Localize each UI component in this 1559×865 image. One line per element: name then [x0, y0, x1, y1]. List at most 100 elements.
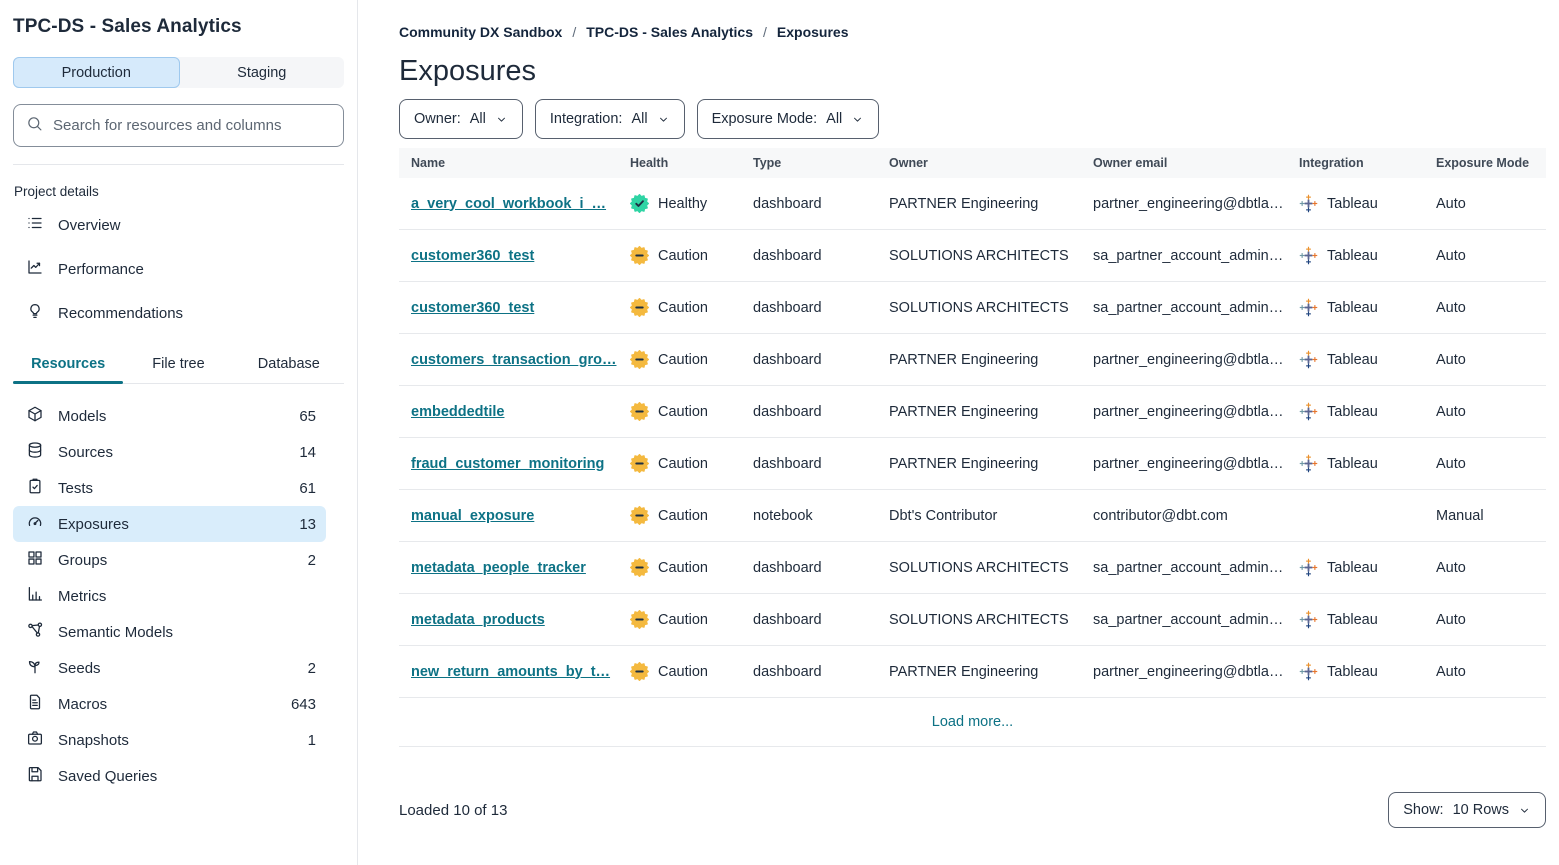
- sidebar-tab[interactable]: Database: [234, 347, 344, 383]
- cell-owner-email: partner_engineering@dbtla…: [1093, 351, 1284, 368]
- cell-exposure-mode: Auto: [1436, 559, 1466, 576]
- resource-list-item[interactable]: Sources 14: [13, 434, 326, 470]
- filter-dropdown-button[interactable]: Exposure Mode: All: [696, 99, 880, 139]
- resource-list-item[interactable]: Exposures 13: [13, 506, 326, 542]
- integration-label: Tableau: [1327, 351, 1378, 368]
- resource-list-item[interactable]: Models 65: [13, 398, 326, 434]
- menu-item[interactable]: Performance: [13, 247, 344, 291]
- filter-dropdown-button[interactable]: Owner: All: [399, 99, 523, 139]
- integration-label: Tableau: [1327, 455, 1378, 472]
- cell-integration: Tableau: [1287, 402, 1424, 421]
- search-input[interactable]: [53, 117, 331, 134]
- exposure-name-link[interactable]: customer360_test: [411, 247, 535, 264]
- resource-count: 14: [299, 443, 316, 461]
- column-header: Health: [630, 156, 669, 170]
- project-details-menu: Overview Performance Recommendations: [13, 203, 344, 335]
- exposure-name-link[interactable]: manual_exposure: [411, 507, 535, 524]
- integration-label: Tableau: [1327, 611, 1378, 628]
- load-more-row: Load more...: [399, 698, 1546, 747]
- exposure-name-link[interactable]: a_very_cool_workbook_i_…: [411, 195, 607, 212]
- exposure-name-link[interactable]: customers_transaction_gro…: [411, 351, 617, 368]
- search-box[interactable]: [13, 104, 344, 147]
- table-row: customer360_test Caution dashboard SOLUT…: [399, 282, 1546, 334]
- health-badge-icon: [630, 558, 649, 577]
- environment-production-button[interactable]: Production: [13, 57, 180, 88]
- breadcrumb-item[interactable]: Community DX Sandbox: [399, 24, 563, 40]
- menu-item[interactable]: Overview: [13, 203, 344, 247]
- resource-icon: [26, 693, 44, 715]
- breadcrumb-item-wrap: TPC-DS - Sales Analytics /: [586, 24, 767, 40]
- cell-integration: Tableau: [1287, 350, 1424, 369]
- exposure-name-link[interactable]: metadata_people_tracker: [411, 559, 586, 576]
- health-label: Caution: [658, 455, 708, 472]
- resource-label: Tests: [58, 479, 94, 497]
- environment-staging-button[interactable]: Staging: [237, 64, 287, 81]
- integration-label: Tableau: [1327, 247, 1378, 264]
- exposure-name-link[interactable]: embeddedtile: [411, 403, 505, 420]
- resource-list-item[interactable]: Tests 61: [13, 470, 326, 506]
- cell-integration: Tableau: [1287, 454, 1424, 473]
- health-label: Caution: [658, 559, 708, 576]
- environment-toggle: Production Staging: [13, 57, 344, 88]
- cell-owner: SOLUTIONS ARCHITECTS: [889, 559, 1069, 576]
- cell-exposure-mode: Auto: [1436, 611, 1466, 628]
- project-title: TPC-DS - Sales Analytics: [13, 16, 242, 37]
- integration-label: Tableau: [1327, 299, 1378, 316]
- health-label: Caution: [658, 299, 708, 316]
- menu-item[interactable]: Recommendations: [13, 291, 344, 335]
- tableau-icon: [1299, 454, 1318, 473]
- sidebar-tab[interactable]: Resources: [13, 347, 124, 384]
- cell-owner: SOLUTIONS ARCHITECTS: [889, 299, 1069, 316]
- sidebar-tab[interactable]: File tree: [123, 347, 233, 383]
- resource-list-item[interactable]: Snapshots 1: [13, 722, 326, 758]
- menu-item-label: Overview: [58, 216, 121, 234]
- cell-type: dashboard: [753, 299, 822, 316]
- cell-owner-email: partner_engineering@dbtla…: [1093, 403, 1284, 420]
- exposure-name-link[interactable]: metadata_products: [411, 611, 545, 628]
- tableau-icon: [1299, 558, 1318, 577]
- cell-owner: PARTNER Engineering: [889, 351, 1039, 368]
- filter-value: All: [469, 111, 486, 127]
- exposure-name-link[interactable]: customer360_test: [411, 299, 535, 316]
- project-details-label: Project details: [14, 184, 99, 199]
- cell-type: dashboard: [753, 611, 822, 628]
- filter-dropdown-button[interactable]: Integration: All: [534, 99, 685, 139]
- health-label: Caution: [658, 403, 708, 420]
- cell-type: notebook: [753, 507, 813, 524]
- cell-health: Caution: [618, 298, 741, 317]
- resource-icon: [26, 765, 44, 787]
- breadcrumb-item[interactable]: TPC-DS - Sales Analytics: [586, 24, 754, 40]
- resource-list-item[interactable]: Saved Queries: [13, 758, 326, 794]
- resource-label: Sources: [58, 443, 114, 461]
- cell-name: customer360_test: [399, 248, 618, 264]
- breadcrumb-item-wrap: Community DX Sandbox /: [399, 24, 576, 40]
- column-header: Name: [411, 156, 446, 170]
- show-rows-dropdown[interactable]: Show: 10 Rows: [1388, 792, 1546, 828]
- cell-exposure-mode: Auto: [1436, 455, 1466, 472]
- cell-exposure-mode: Auto: [1436, 403, 1466, 420]
- health-badge-icon: [630, 610, 649, 629]
- menu-item-label: Recommendations: [58, 304, 184, 322]
- resource-list-item[interactable]: Seeds 2: [13, 650, 326, 686]
- cell-owner-email: partner_engineering@dbtla…: [1093, 663, 1284, 680]
- resource-list-item[interactable]: Macros 643: [13, 686, 326, 722]
- resource-list-item[interactable]: Semantic Models: [13, 614, 326, 650]
- tableau-icon: [1299, 350, 1318, 369]
- health-label: Healthy: [658, 195, 708, 212]
- load-more-link[interactable]: Load more...: [931, 714, 1014, 730]
- breadcrumb-item[interactable]: Exposures: [776, 24, 849, 40]
- table-footer: Loaded 10 of 13 Show: 10 Rows: [399, 792, 1546, 828]
- cell-type: dashboard: [753, 195, 822, 212]
- exposure-name-link[interactable]: new_return_amounts_by_t…: [411, 663, 611, 680]
- cell-owner: PARTNER Engineering: [889, 195, 1039, 212]
- health-badge-icon: [630, 402, 649, 421]
- exposure-name-link[interactable]: fraud_customer_monitoring: [411, 455, 605, 472]
- health-badge-icon: [630, 350, 649, 369]
- cell-owner-email: partner_engineering@dbtla…: [1093, 195, 1284, 212]
- sidebar-divider: [13, 164, 344, 165]
- show-value: 10 Rows: [1452, 802, 1509, 818]
- resource-list-item[interactable]: Groups 2: [13, 542, 326, 578]
- cell-integration: Tableau: [1287, 662, 1424, 681]
- resource-list-item[interactable]: Metrics: [13, 578, 326, 614]
- table-row: customers_transaction_gro… Caution dashb…: [399, 334, 1546, 386]
